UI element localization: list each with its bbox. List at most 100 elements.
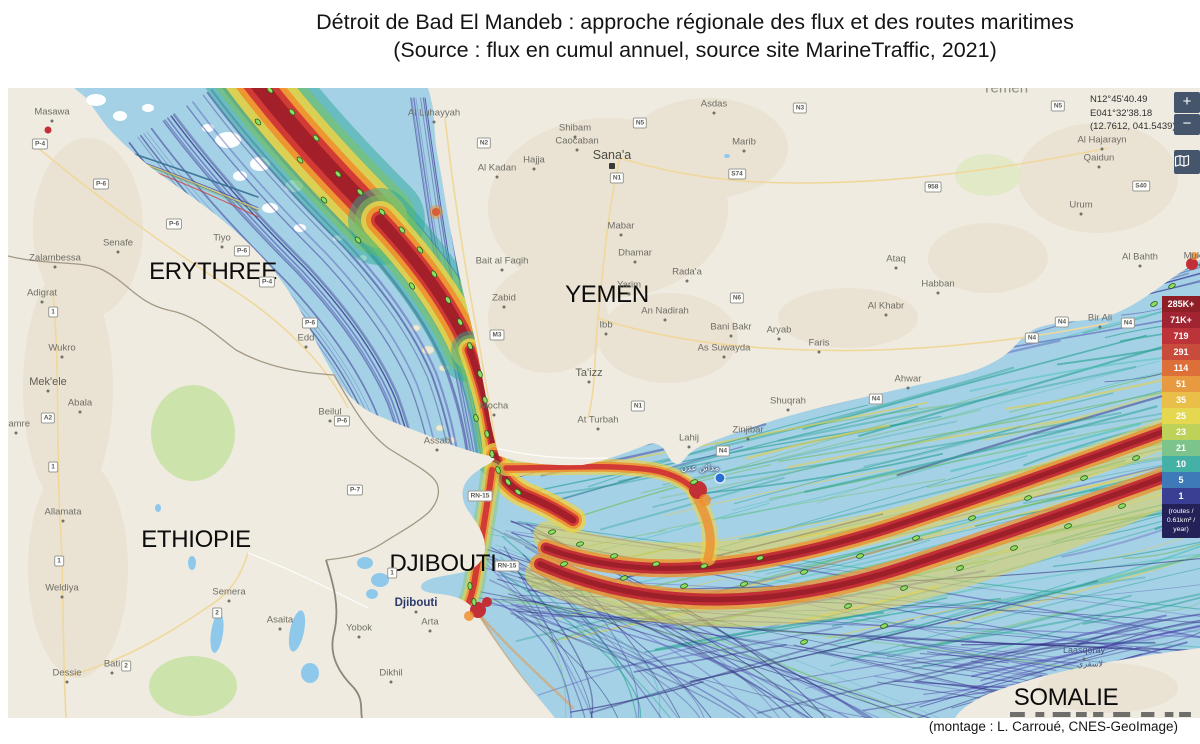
legend-row: 71K+: [1162, 312, 1200, 328]
page-title: Détroit de Bad El Mandeb : approche régi…: [190, 8, 1200, 64]
road-badge: P-7: [346, 484, 364, 496]
road-badge: A2: [40, 412, 56, 424]
city-dot: [500, 268, 504, 272]
city-dot: [50, 119, 54, 123]
map-canvas[interactable]: ERYTHREE YEMEN ETHIOPIE DJIBOUTI SOMALIE Masa…: [8, 88, 1200, 718]
city-dot: [604, 332, 608, 336]
attribution: (montage : L. Carroué, CNES-GeoImage): [928, 719, 1178, 734]
ship-dots: [254, 88, 1176, 645]
map-book-icon: [1174, 155, 1190, 167]
map-artwork: [8, 88, 1200, 718]
coord-line-1: N12°45'40.49: [1090, 94, 1148, 105]
road-badge: M3: [489, 329, 505, 341]
legend-unit: (routes /0.61km² / year): [1166, 508, 1196, 533]
city-dot: [1098, 325, 1102, 329]
city-dot: [435, 448, 439, 452]
city-dot: [936, 291, 940, 295]
city-dot: [65, 680, 69, 684]
road-badge: RN-15: [467, 490, 493, 502]
title-line-2: (Source : flux en cumul annuel, source s…: [393, 38, 997, 62]
city-dot: [817, 350, 821, 354]
legend-row: 23: [1162, 424, 1200, 440]
road-badge: N5: [632, 117, 648, 129]
city-dot: [786, 408, 790, 412]
city-dot: [663, 318, 667, 322]
city-dot: [278, 627, 282, 631]
coord-line-3: (12.7612, 041.5439): [1090, 121, 1176, 132]
road-badge: 958: [924, 181, 942, 193]
legend-row: 35: [1162, 392, 1200, 408]
city-dot: [575, 148, 579, 152]
road-badge: 2: [121, 660, 131, 672]
road-badge: N4: [1024, 332, 1040, 344]
main-shipping-corridors: [201, 88, 1200, 710]
city-dot: [304, 345, 308, 349]
city-dot: [884, 313, 888, 317]
map-layers-button[interactable]: [1174, 150, 1200, 174]
road-badge: P-6: [165, 218, 183, 230]
city-dot: [78, 410, 82, 414]
city-dot: [492, 413, 496, 417]
road-badge: RN-15: [494, 560, 520, 572]
city-dot: [746, 437, 750, 441]
city-dot: [227, 599, 231, 603]
city-dot: [906, 386, 910, 390]
zoom-out-button[interactable]: −: [1174, 114, 1200, 135]
road-badge: 2: [212, 607, 222, 619]
legend-row: 10: [1162, 456, 1200, 472]
city-dot: [685, 279, 689, 283]
city-dot: [432, 120, 436, 124]
city-dot: [14, 431, 18, 435]
road-badge: S74: [728, 168, 746, 180]
road-badge: N4: [1054, 316, 1070, 328]
city-dot: [328, 419, 332, 423]
city-dot: [619, 233, 623, 237]
city-dot: [495, 175, 499, 179]
city-dot: [777, 337, 781, 341]
road-badge: N3: [792, 102, 808, 114]
capital-icon: [609, 163, 615, 169]
road-badge: P-6: [333, 415, 351, 427]
city-dot: [894, 266, 898, 270]
city-dot: [1100, 147, 1104, 151]
road-badge: P-4: [31, 138, 49, 150]
road-badge: S40: [1132, 180, 1150, 192]
city-dot: [1082, 657, 1086, 661]
road-badge: N1: [630, 400, 646, 412]
city-dot: [502, 305, 506, 309]
traffic-density-legend: 285K+ 71K+ 719 291 114 51 35 25 23 21 10 5 1 (routes …: [1162, 296, 1200, 538]
title-line-1: Détroit de Bad El Mandeb : approche régi…: [316, 10, 1074, 34]
city-dot: [729, 334, 733, 338]
city-dot: [722, 355, 726, 359]
vegetation: [149, 154, 1021, 716]
road-badge: N6: [729, 292, 745, 304]
road-badge: N1: [609, 172, 625, 184]
city-dot: [61, 519, 65, 523]
road-badge: N4: [715, 445, 731, 457]
cursor-coordinates: N12°45'40.49 E041°32'38.18 (12.7612, 041…: [1090, 93, 1176, 134]
road-badge: N4: [868, 393, 884, 405]
road-badge: N5: [1050, 100, 1066, 112]
city-dot: [687, 445, 691, 449]
city-dot: [712, 111, 716, 115]
city-dot: [587, 380, 591, 384]
city-dot: [40, 300, 44, 304]
roads: [37, 117, 1109, 718]
city-dot: [573, 135, 577, 139]
city-dot: [1079, 212, 1083, 216]
road-badge: P-4: [258, 276, 276, 288]
city-dot: [357, 635, 361, 639]
city-dot: [220, 245, 224, 249]
road-badge: 1: [54, 555, 64, 567]
clipped-bottom-labels: [1010, 712, 1191, 717]
legend-row: 1: [1162, 488, 1200, 504]
city-dot: [60, 595, 64, 599]
zoom-in-button[interactable]: +: [1174, 92, 1200, 113]
city-dot: [1097, 165, 1101, 169]
city-dot: [116, 250, 120, 254]
city-dot: [46, 389, 50, 393]
legend-row: 114: [1162, 360, 1200, 376]
road-badge: 1: [48, 306, 58, 318]
city-dot: [110, 671, 114, 675]
legend-row: 285K+: [1162, 296, 1200, 312]
